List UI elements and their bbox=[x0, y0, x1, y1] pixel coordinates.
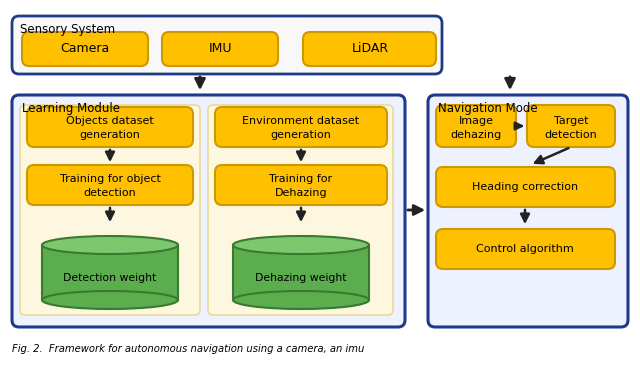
Text: Dehazing weight: Dehazing weight bbox=[255, 273, 347, 283]
Bar bbox=[233, 245, 369, 300]
Ellipse shape bbox=[42, 236, 178, 254]
Text: Fig. 2.  Framework for autonomous navigation using a camera, an imu: Fig. 2. Framework for autonomous navigat… bbox=[12, 344, 364, 354]
Text: Control algorithm: Control algorithm bbox=[476, 244, 574, 254]
FancyBboxPatch shape bbox=[215, 165, 387, 205]
FancyBboxPatch shape bbox=[27, 165, 193, 205]
FancyBboxPatch shape bbox=[215, 107, 387, 147]
FancyBboxPatch shape bbox=[436, 105, 516, 147]
Text: Environment dataset: Environment dataset bbox=[243, 116, 360, 126]
FancyBboxPatch shape bbox=[22, 32, 148, 66]
FancyBboxPatch shape bbox=[303, 32, 436, 66]
Text: Training for object: Training for object bbox=[60, 174, 161, 184]
Text: Learning Module: Learning Module bbox=[22, 102, 120, 115]
Text: Navigation Mode: Navigation Mode bbox=[438, 102, 538, 115]
Text: Target: Target bbox=[554, 116, 588, 126]
FancyBboxPatch shape bbox=[436, 229, 615, 269]
Text: generation: generation bbox=[271, 130, 332, 140]
Ellipse shape bbox=[233, 236, 369, 254]
FancyBboxPatch shape bbox=[428, 95, 628, 327]
Text: Detection weight: Detection weight bbox=[63, 273, 157, 283]
Text: generation: generation bbox=[79, 130, 140, 140]
Text: dehazing: dehazing bbox=[451, 130, 502, 140]
Text: LiDAR: LiDAR bbox=[351, 42, 388, 55]
Text: Heading correction: Heading correction bbox=[472, 182, 578, 192]
FancyBboxPatch shape bbox=[12, 95, 405, 327]
Text: Image: Image bbox=[458, 116, 493, 126]
Bar bbox=[42, 245, 178, 300]
FancyBboxPatch shape bbox=[27, 107, 193, 147]
Ellipse shape bbox=[42, 291, 178, 309]
Text: detection: detection bbox=[84, 188, 136, 198]
FancyBboxPatch shape bbox=[20, 105, 200, 315]
Text: Objects dataset: Objects dataset bbox=[66, 116, 154, 126]
Text: Dehazing: Dehazing bbox=[275, 188, 327, 198]
Ellipse shape bbox=[233, 291, 369, 309]
FancyBboxPatch shape bbox=[162, 32, 278, 66]
FancyBboxPatch shape bbox=[436, 167, 615, 207]
FancyBboxPatch shape bbox=[527, 105, 615, 147]
FancyBboxPatch shape bbox=[12, 16, 442, 74]
Text: Sensory System: Sensory System bbox=[20, 23, 115, 36]
Text: Camera: Camera bbox=[60, 42, 109, 55]
FancyBboxPatch shape bbox=[208, 105, 393, 315]
Text: IMU: IMU bbox=[208, 42, 232, 55]
Text: Training for: Training for bbox=[269, 174, 333, 184]
Text: detection: detection bbox=[545, 130, 597, 140]
